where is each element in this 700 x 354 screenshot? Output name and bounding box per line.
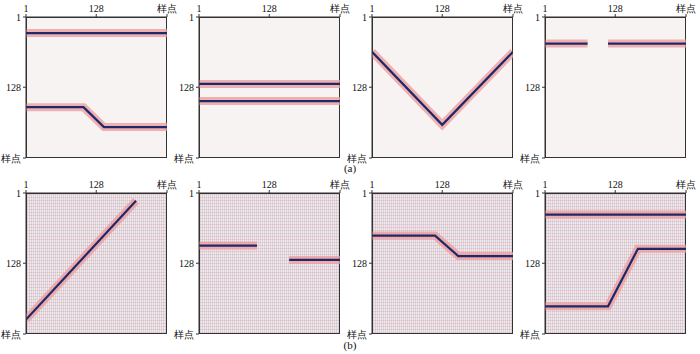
svg-text:1: 1 <box>24 3 29 14</box>
svg-text:128: 128 <box>525 82 540 93</box>
svg-text:1: 1 <box>16 188 21 199</box>
svg-text:1: 1 <box>370 3 375 14</box>
svg-text:样点: 样点 <box>503 3 523 14</box>
svg-text:1: 1 <box>197 179 202 190</box>
svg-text:1: 1 <box>362 12 367 23</box>
svg-text:128: 128 <box>179 82 194 93</box>
svg-text:样点: 样点 <box>520 329 540 340</box>
svg-text:样点: 样点 <box>503 179 523 190</box>
svg-text:128: 128 <box>608 179 623 190</box>
svg-text:1: 1 <box>16 12 21 23</box>
svg-text:1: 1 <box>189 12 194 23</box>
svg-text:1: 1 <box>543 179 548 190</box>
svg-text:128: 128 <box>435 179 450 190</box>
svg-text:样点: 样点 <box>330 3 350 14</box>
svg-text:1: 1 <box>362 188 367 199</box>
svg-text:1: 1 <box>535 12 540 23</box>
html-text:(a): (a) <box>343 162 357 174</box>
svg-text:128: 128 <box>352 82 367 93</box>
svg-text:样点: 样点 <box>676 179 696 190</box>
svg-text:128: 128 <box>89 179 104 190</box>
svg-text:样点: 样点 <box>347 153 367 164</box>
svg-text:样点: 样点 <box>1 329 21 340</box>
html-text:(b): (b) <box>343 339 357 351</box>
svg-text:1: 1 <box>370 179 375 190</box>
svg-text:样点: 样点 <box>157 3 177 14</box>
svg-text:样点: 样点 <box>157 179 177 190</box>
svg-text:128: 128 <box>352 258 367 269</box>
svg-text:128: 128 <box>262 179 277 190</box>
svg-text:样点: 样点 <box>347 329 367 340</box>
svg-text:样点: 样点 <box>676 3 696 14</box>
svg-text:128: 128 <box>608 3 623 14</box>
svg-text:样点: 样点 <box>1 153 21 164</box>
svg-text:样点: 样点 <box>174 153 194 164</box>
svg-text:128: 128 <box>179 258 194 269</box>
svg-text:128: 128 <box>6 258 21 269</box>
svg-text:样点: 样点 <box>520 153 540 164</box>
svg-text:1: 1 <box>543 3 548 14</box>
svg-text:样点: 样点 <box>330 179 350 190</box>
svg-text:128: 128 <box>525 258 540 269</box>
svg-text:样点: 样点 <box>174 329 194 340</box>
svg-text:128: 128 <box>6 82 21 93</box>
svg-text:128: 128 <box>89 3 104 14</box>
svg-text:1: 1 <box>24 179 29 190</box>
svg-text:128: 128 <box>262 3 277 14</box>
svg-text:1: 1 <box>189 188 194 199</box>
svg-text:1: 1 <box>535 188 540 199</box>
svg-text:128: 128 <box>435 3 450 14</box>
svg-text:1: 1 <box>197 3 202 14</box>
